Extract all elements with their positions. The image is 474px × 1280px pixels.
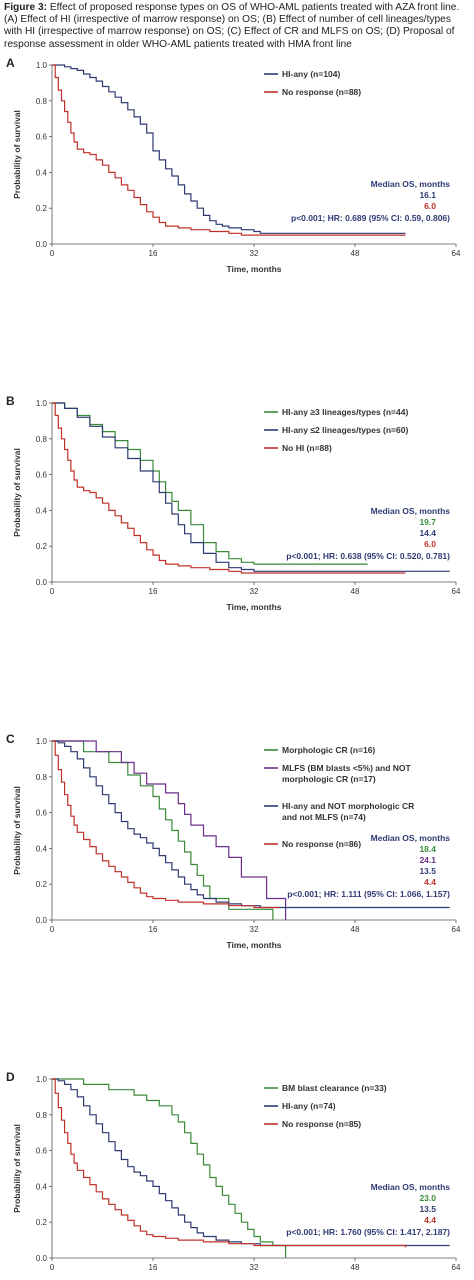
x-tick-label: 16 bbox=[149, 587, 158, 596]
x-axis-label: Time, months bbox=[226, 264, 281, 274]
survival-curve-2 bbox=[52, 1079, 450, 1246]
y-tick-label: 0.4 bbox=[36, 168, 48, 177]
x-tick-label: 32 bbox=[250, 587, 259, 596]
x-tick-label: 16 bbox=[149, 249, 158, 258]
median-os-value: 19.7 bbox=[419, 517, 436, 527]
median-os-title: Median OS, months bbox=[371, 179, 451, 189]
x-tick-label: 48 bbox=[351, 249, 360, 258]
x-tick-label: 0 bbox=[50, 249, 55, 258]
median-os-value: 16.1 bbox=[419, 190, 436, 200]
median-os-value: 4.4 bbox=[424, 877, 436, 887]
y-axis-label: Probability of survival bbox=[12, 110, 22, 199]
y-tick-label: 1.0 bbox=[36, 399, 48, 408]
x-tick-label: 0 bbox=[50, 925, 55, 934]
median-os-value: 4.4 bbox=[424, 1215, 436, 1225]
y-tick-label: 0.8 bbox=[36, 97, 48, 106]
median-os-value: 14.4 bbox=[419, 528, 436, 538]
median-os-value: 13.5 bbox=[419, 1204, 436, 1214]
x-tick-label: 32 bbox=[250, 1263, 259, 1272]
legend-label: HI-any ≤2 lineages/types (n=60) bbox=[282, 425, 408, 435]
x-tick-label: 48 bbox=[351, 587, 360, 596]
median-os-value: 6.0 bbox=[424, 539, 436, 549]
median-os-value: 13.5 bbox=[419, 866, 436, 876]
y-tick-label: 0.6 bbox=[36, 1147, 48, 1156]
y-axis-label: Probability of survival bbox=[12, 786, 22, 875]
x-tick-label: 48 bbox=[351, 1263, 360, 1272]
legend-label: No response (n=88) bbox=[282, 87, 361, 97]
y-tick-label: 0.6 bbox=[36, 809, 48, 818]
median-os-value: 18.4 bbox=[419, 844, 436, 854]
median-os-value: 23.0 bbox=[419, 1193, 436, 1203]
y-tick-label: 0.2 bbox=[36, 880, 48, 889]
legend-label: MLFS (BM blasts <5%) and NOT morphologic … bbox=[282, 763, 411, 784]
y-tick-label: 0.6 bbox=[36, 133, 48, 142]
median-os-title: Median OS, months bbox=[371, 506, 451, 516]
y-tick-label: 0.4 bbox=[36, 844, 48, 853]
stats-text: p<0.001; HR: 1.760 (95% CI: 1.417, 2.187… bbox=[286, 1227, 450, 1237]
x-tick-label: 48 bbox=[351, 925, 360, 934]
panel-label-A: A bbox=[6, 56, 15, 70]
y-axis-label: Probability of survival bbox=[12, 1124, 22, 1213]
legend-label: No HI (n=88) bbox=[282, 443, 332, 453]
median-os-title: Median OS, months bbox=[371, 1182, 451, 1192]
x-tick-label: 0 bbox=[50, 587, 55, 596]
y-tick-label: 0.4 bbox=[36, 1182, 48, 1191]
y-tick-label: 1.0 bbox=[36, 1075, 48, 1084]
y-tick-label: 1.0 bbox=[36, 61, 48, 70]
y-axis-label: Probability of survival bbox=[12, 448, 22, 537]
y-tick-label: 0.8 bbox=[36, 435, 48, 444]
legend-label: HI-any and NOT morphologic CR and not MLF… bbox=[282, 801, 414, 822]
legend-label: No response (n=85) bbox=[282, 1119, 361, 1129]
y-tick-label: 1.0 bbox=[36, 737, 48, 746]
median-os-value: 24.1 bbox=[419, 855, 436, 865]
legend-label: HI-any ≥3 lineages/types (n=44) bbox=[282, 407, 408, 417]
x-axis-label: Time, months bbox=[226, 602, 281, 612]
legend-label: HI-any (n=104) bbox=[282, 69, 341, 79]
x-tick-label: 64 bbox=[452, 925, 461, 934]
y-tick-label: 0.8 bbox=[36, 773, 48, 782]
survival-curve-3 bbox=[52, 1079, 406, 1247]
stats-text: p<0.001; HR: 0.689 (95% CI: 0.59, 0.806) bbox=[291, 213, 450, 223]
stats-text: p<0.001; HR: 0.638 (95% CI: 0.520, 0.781… bbox=[286, 551, 450, 561]
median-os-title: Median OS, months bbox=[371, 833, 451, 843]
x-tick-label: 32 bbox=[250, 925, 259, 934]
legend-label: BM blast clearance (n=33) bbox=[282, 1083, 387, 1093]
y-tick-label: 0.2 bbox=[36, 1218, 48, 1227]
x-tick-label: 64 bbox=[452, 249, 461, 258]
y-tick-label: 0.0 bbox=[36, 578, 48, 587]
panel-label-C: C bbox=[6, 732, 15, 746]
x-tick-label: 16 bbox=[149, 925, 158, 934]
x-tick-label: 0 bbox=[50, 1263, 55, 1272]
panel-label-D: D bbox=[6, 1070, 15, 1084]
y-tick-label: 0.6 bbox=[36, 471, 48, 480]
stats-text: p<0.001; HR: 1.111 (95% CI: 1.066, 1.157… bbox=[287, 889, 450, 899]
legend-label: No response (n=86) bbox=[282, 839, 361, 849]
y-tick-label: 0.2 bbox=[36, 542, 48, 551]
legend-label: HI-any (n=74) bbox=[282, 1101, 336, 1111]
legend-label: Morphologic CR (n=16) bbox=[282, 745, 375, 755]
y-tick-label: 0.4 bbox=[36, 506, 48, 515]
y-tick-label: 0.0 bbox=[36, 916, 48, 925]
x-axis-label: Time, months bbox=[226, 940, 281, 950]
y-tick-label: 0.0 bbox=[36, 1254, 48, 1263]
x-tick-label: 64 bbox=[452, 587, 461, 596]
x-tick-label: 16 bbox=[149, 1263, 158, 1272]
y-tick-label: 0.0 bbox=[36, 240, 48, 249]
x-tick-label: 32 bbox=[250, 249, 259, 258]
x-tick-label: 64 bbox=[452, 1263, 461, 1272]
panel-label-B: B bbox=[6, 394, 15, 408]
median-os-value: 6.0 bbox=[424, 201, 436, 211]
y-tick-label: 0.2 bbox=[36, 204, 48, 213]
y-tick-label: 0.8 bbox=[36, 1111, 48, 1120]
survival-curve-4 bbox=[52, 741, 279, 908]
